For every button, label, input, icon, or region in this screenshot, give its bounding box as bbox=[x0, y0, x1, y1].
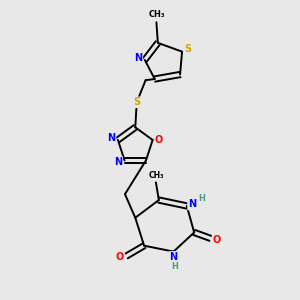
Text: N: N bbox=[107, 134, 116, 143]
Text: H: H bbox=[198, 194, 205, 203]
Text: N: N bbox=[188, 200, 196, 209]
Text: O: O bbox=[116, 253, 124, 262]
Text: N: N bbox=[114, 157, 122, 167]
Text: O: O bbox=[213, 235, 221, 245]
Text: CH₃: CH₃ bbox=[148, 171, 164, 180]
Text: H: H bbox=[172, 262, 178, 272]
Text: CH₃: CH₃ bbox=[148, 11, 165, 20]
Text: O: O bbox=[155, 135, 163, 145]
Text: N: N bbox=[169, 252, 178, 262]
Text: S: S bbox=[133, 97, 140, 107]
Text: S: S bbox=[184, 44, 191, 54]
Text: N: N bbox=[134, 53, 142, 63]
